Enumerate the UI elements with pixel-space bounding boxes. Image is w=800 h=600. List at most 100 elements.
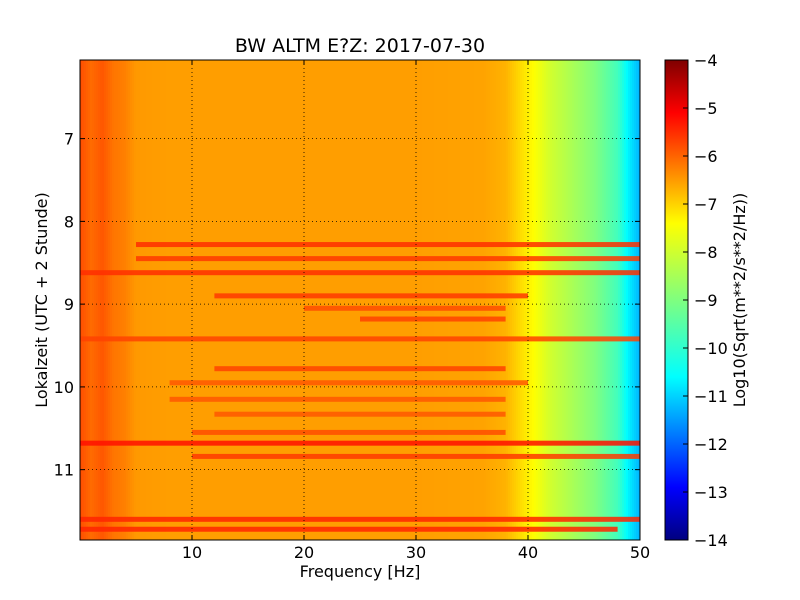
spectrogram-column	[190, 60, 193, 540]
spectrogram-column	[620, 60, 623, 540]
spectrogram-column	[494, 60, 497, 540]
colorbar-tick-label: −11	[694, 387, 728, 406]
spectrogram-column	[478, 60, 481, 540]
spectrogram-column	[176, 60, 179, 540]
spectrogram-column	[414, 60, 417, 540]
spectrogram-column	[240, 60, 243, 540]
spectrogram-column	[368, 60, 371, 540]
spectrogram-column	[594, 60, 597, 540]
spectrogram-column	[98, 60, 101, 540]
spectrogram-column	[488, 60, 491, 540]
spectrogram-column	[394, 60, 397, 540]
spectrogram-column	[130, 60, 133, 540]
spectrogram-column	[514, 60, 517, 540]
spectrogram-column	[298, 60, 301, 540]
spectrogram-column	[142, 60, 145, 540]
spectrogram-column	[424, 60, 427, 540]
spectrogram-column	[88, 60, 91, 540]
spectrogram-band	[80, 270, 640, 276]
spectrogram-column	[186, 60, 189, 540]
x-tick-label: 20	[294, 543, 314, 562]
spectrogram-column	[460, 60, 463, 540]
spectrogram-column	[482, 60, 485, 540]
spectrogram-column	[440, 60, 443, 540]
spectrogram-column	[444, 60, 447, 540]
spectrogram-column	[268, 60, 271, 540]
spectrogram-column	[436, 60, 439, 540]
spectrogram-column	[320, 60, 323, 540]
spectrogram-column	[316, 60, 319, 540]
spectrogram-column	[596, 60, 599, 540]
spectrogram-column	[136, 60, 139, 540]
spectrogram-column	[146, 60, 149, 540]
spectrogram-column	[332, 60, 335, 540]
spectrogram-column	[510, 60, 513, 540]
spectrogram-column	[428, 60, 431, 540]
spectrogram-column	[286, 60, 289, 540]
spectrogram-column	[118, 60, 121, 540]
spectrogram-column	[224, 60, 227, 540]
spectrogram-column	[236, 60, 239, 540]
spectrogram-column	[570, 60, 573, 540]
spectrogram-column	[392, 60, 395, 540]
spectrogram-column	[92, 60, 95, 540]
spectrogram-column	[232, 60, 235, 540]
spectrogram-column	[246, 60, 249, 540]
spectrogram-column	[628, 60, 631, 540]
spectrogram-column	[180, 60, 183, 540]
spectrogram-band	[214, 293, 528, 299]
spectrogram-column	[432, 60, 435, 540]
spectrogram-band	[304, 305, 506, 311]
spectrogram-band	[192, 429, 506, 435]
spectrogram-column	[484, 60, 487, 540]
spectrogram-columns	[80, 60, 640, 540]
spectrogram-column	[634, 60, 637, 540]
spectrogram-column	[610, 60, 613, 540]
spectrogram-column	[200, 60, 203, 540]
spectrogram-column	[194, 60, 197, 540]
spectrogram-column	[90, 60, 93, 540]
colorbar-axis: −4 −5 −6 −7 −8 −9 −10 −11 −12 −13 −14	[683, 51, 728, 550]
spectrogram-column	[526, 60, 529, 540]
spectrogram-column	[214, 60, 217, 540]
spectrogram-column	[326, 60, 329, 540]
spectrogram-column	[556, 60, 559, 540]
spectrogram-column	[512, 60, 515, 540]
spectrogram-column	[614, 60, 617, 540]
spectrogram-column	[480, 60, 483, 540]
spectrogram-column	[208, 60, 211, 540]
spectrogram-column	[166, 60, 169, 540]
spectrogram-column	[442, 60, 445, 540]
spectrogram-column	[574, 60, 577, 540]
spectrogram-column	[156, 60, 159, 540]
spectrogram-column	[554, 60, 557, 540]
spectrogram-band	[80, 336, 640, 342]
spectrogram-column	[354, 60, 357, 540]
spectrogram-column	[204, 60, 207, 540]
spectrogram-column	[452, 60, 455, 540]
spectrogram-column	[398, 60, 401, 540]
x-tick-label: 10	[182, 543, 202, 562]
spectrogram-column	[420, 60, 423, 540]
spectrogram-column	[426, 60, 429, 540]
spectrogram-column	[280, 60, 283, 540]
spectrogram-column	[522, 60, 525, 540]
spectrogram-column	[116, 60, 119, 540]
colorbar-tick-label: −7	[694, 195, 718, 214]
spectrogram-column	[282, 60, 285, 540]
spectrogram-column	[196, 60, 199, 540]
spectrogram-column	[154, 60, 157, 540]
spectrogram-column	[272, 60, 275, 540]
spectrogram-column	[604, 60, 607, 540]
spectrogram-column	[294, 60, 297, 540]
spectrogram-column	[504, 60, 507, 540]
spectrogram-column	[202, 60, 205, 540]
spectrogram-column	[84, 60, 87, 540]
spectrogram-column	[508, 60, 511, 540]
spectrogram-column	[278, 60, 281, 540]
x-tick-label: 50	[630, 543, 650, 562]
spectrogram-column	[624, 60, 627, 540]
spectrogram-column	[632, 60, 635, 540]
spectrogram-column	[302, 60, 305, 540]
spectrogram-column	[160, 60, 163, 540]
